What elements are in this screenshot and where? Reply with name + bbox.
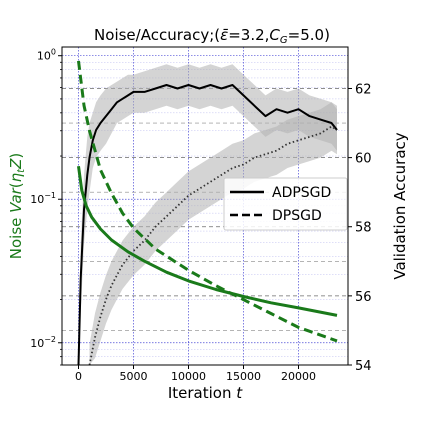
y-right-tick-label: 56 <box>355 290 372 305</box>
x-tick-label: 20000 <box>281 370 316 383</box>
y-left-label-paren: ( <box>7 182 25 188</box>
x-axis-label-var: t <box>236 384 243 402</box>
noise-line-dpsgd <box>77 60 338 343</box>
y-left-tick-label: 10−1 <box>30 191 56 206</box>
y-right-tick-label: 60 <box>355 152 372 167</box>
accuracy-line-adpsgd <box>77 84 338 366</box>
y-left-label-close: ) <box>7 153 25 159</box>
confidence-bands <box>78 64 337 366</box>
accuracy-band-dpsgd <box>89 102 337 366</box>
x-tick-label: 10000 <box>171 370 206 383</box>
x-tick-label: 5000 <box>120 370 148 383</box>
legend-label-dpsgd: DPSGD <box>272 208 322 224</box>
y-axis-left-label: Noise Var(ηtZ) <box>7 153 27 260</box>
y-left-label-z: Z <box>7 158 25 170</box>
x-axis-label: Iteration t <box>168 384 243 402</box>
series-lines <box>77 60 338 366</box>
title-cg-symbol: C <box>269 26 280 44</box>
y-left-label-t: t <box>16 168 27 173</box>
title-cg-value: =5.0) <box>288 26 330 44</box>
noise-line-adpsgd <box>77 165 338 317</box>
y-right-tick-label: 54 <box>355 359 372 374</box>
y-left-label-var: Var <box>7 187 25 212</box>
y-left-label-eta: η <box>7 172 25 182</box>
title-cg-sub: G <box>280 35 288 46</box>
y-right-tick-label: 62 <box>355 82 372 97</box>
ticks: 0 5000 10000 15000 20000 10−2 10−1 100 54 56 58 60 6… <box>30 48 371 383</box>
y-left-label-prefix: Noise <box>7 213 25 259</box>
y-right-tick-label: 58 <box>355 221 372 236</box>
y-axis-right-label: Validation Accuracy <box>391 132 409 279</box>
title-prefix: Noise/Accuracy;( <box>94 26 220 44</box>
legend-label-adpsgd: ADPSGD <box>272 185 331 201</box>
legend: ADPSGD DPSGD <box>223 177 348 231</box>
title-eps-symbol: ε̄ <box>220 26 228 44</box>
x-axis-label-main: Iteration <box>168 384 236 402</box>
x-tick-label: 15000 <box>226 370 261 383</box>
chart-title: Noise/Accuracy;(ε̄=3.2,CG=5.0) <box>94 26 330 46</box>
title-eps-value: =3.2, <box>228 26 269 44</box>
y-left-tick-label: 10−2 <box>30 335 56 350</box>
accuracy-band-adpsgd <box>78 64 337 366</box>
y-left-tick-label: 100 <box>37 48 56 63</box>
x-tick-label: 0 <box>75 370 82 383</box>
